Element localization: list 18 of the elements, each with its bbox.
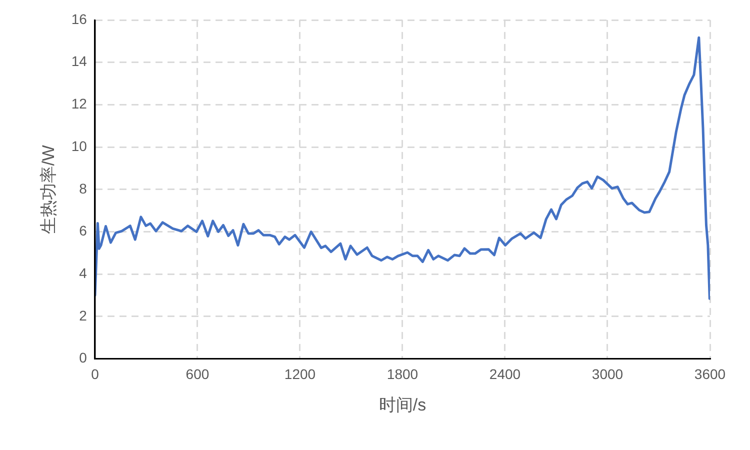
x-tick-label: 2400 [489,366,521,382]
x-tick-label: 0 [91,366,100,382]
x-tick-label: 600 [186,366,210,382]
x-tick-label: 1800 [386,366,418,382]
x-axis-title: 时间/s [378,395,426,414]
y-tick-label: 12 [71,96,88,112]
x-tick-label: 3000 [592,366,624,382]
y-axis-title: 生热功率/W [38,145,58,234]
y-tick-label: 8 [79,180,88,196]
y-tick-label: 14 [71,53,88,70]
x-tick-label: 3600 [694,366,726,382]
y-tick-label: 6 [79,222,88,239]
y-tick-label: 0 [79,350,88,366]
y-tick-label: 4 [79,264,88,281]
y-tick-label: 2 [79,307,88,324]
x-tick-label: 1200 [284,366,316,382]
y-tick-label: 10 [71,138,88,154]
y-tick-label: 16 [71,10,88,27]
